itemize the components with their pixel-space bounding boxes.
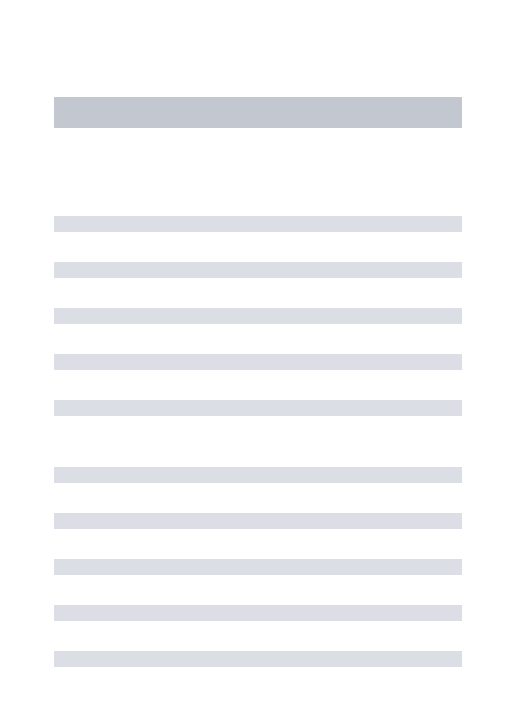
skeleton-line (54, 400, 462, 416)
skeleton-line (54, 308, 462, 324)
skeleton-line (54, 216, 462, 232)
skeleton-line (54, 651, 462, 667)
skeleton-line (54, 354, 462, 370)
skeleton-line (54, 262, 462, 278)
skeleton-header-bar (54, 97, 462, 128)
skeleton-line (54, 605, 462, 621)
skeleton-line (54, 559, 462, 575)
skeleton-line (54, 467, 462, 483)
skeleton-line (54, 513, 462, 529)
